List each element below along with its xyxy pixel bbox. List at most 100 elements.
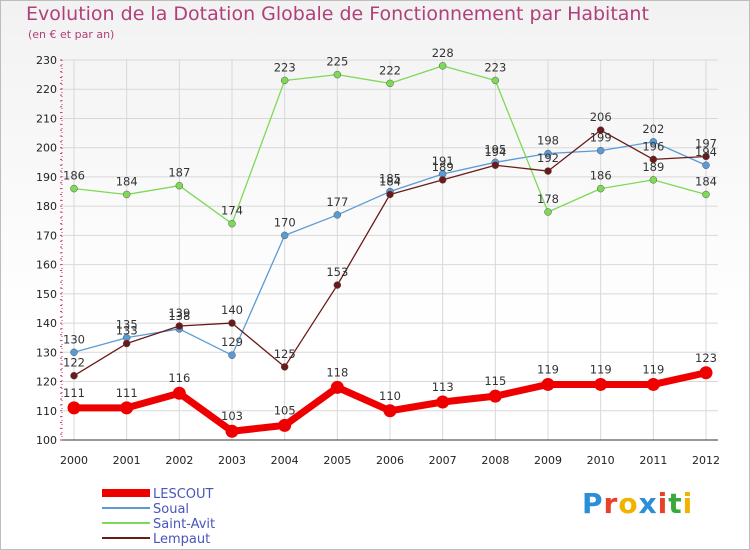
data-label: 119 xyxy=(537,362,559,376)
data-label: 228 xyxy=(432,46,454,60)
data-label: 191 xyxy=(432,154,454,168)
data-label: 138 xyxy=(168,309,190,323)
y-tick-label: 210 xyxy=(36,112,57,125)
data-point xyxy=(225,424,239,438)
legend-label: Lempaut xyxy=(153,532,210,547)
data-point xyxy=(544,167,552,175)
data-point xyxy=(330,380,344,394)
data-label: 184 xyxy=(695,174,717,188)
y-tick-label: 200 xyxy=(36,142,57,155)
data-point xyxy=(333,70,342,79)
data-point xyxy=(438,62,447,70)
data-point xyxy=(175,181,184,190)
logo-letter: t xyxy=(668,487,683,520)
series-lines xyxy=(67,62,713,438)
data-point xyxy=(228,319,236,327)
data-point xyxy=(491,76,500,85)
y-tick-label: 120 xyxy=(36,376,57,389)
data-label: 195 xyxy=(484,142,506,156)
data-point xyxy=(70,348,78,357)
x-tick-label: 2002 xyxy=(165,454,193,467)
data-label: 105 xyxy=(274,403,296,417)
x-tick-label: 2003 xyxy=(218,454,246,467)
data-point xyxy=(596,126,605,134)
data-point xyxy=(280,76,289,85)
y-tick-label: 110 xyxy=(36,405,57,418)
data-label: 111 xyxy=(116,386,138,400)
data-point xyxy=(649,155,658,164)
data-label: 110 xyxy=(379,389,401,403)
data-point xyxy=(699,366,713,380)
data-label: 225 xyxy=(326,55,348,69)
data-label: 130 xyxy=(63,332,85,346)
data-point xyxy=(702,152,710,161)
data-label: 186 xyxy=(590,169,612,183)
data-point xyxy=(172,386,186,400)
data-label: 185 xyxy=(379,172,401,186)
legend-label: Saint-Avit xyxy=(153,517,215,532)
logo-letter: x xyxy=(638,487,658,520)
data-label: 184 xyxy=(379,174,401,188)
data-label: 116 xyxy=(168,371,190,385)
data-label: 119 xyxy=(642,362,664,376)
data-point xyxy=(120,401,134,415)
legend-label: Soual xyxy=(153,502,189,517)
data-label: 174 xyxy=(221,204,243,218)
x-tick-label: 2006 xyxy=(376,454,404,467)
logo-letter: P xyxy=(582,487,604,520)
data-label: 133 xyxy=(116,324,138,338)
data-point xyxy=(122,339,131,348)
data-label: 135 xyxy=(116,318,138,332)
data-point xyxy=(596,184,605,193)
data-point xyxy=(544,208,552,216)
data-label: 202 xyxy=(642,122,664,136)
data-label: 118 xyxy=(326,365,348,379)
x-tick-label: 2008 xyxy=(481,454,509,467)
data-point xyxy=(122,190,131,199)
axes xyxy=(60,59,718,441)
y-tick-label: 220 xyxy=(36,83,57,96)
y-tick-label: 160 xyxy=(36,259,57,272)
logo-letter: o xyxy=(618,487,639,520)
data-label: 119 xyxy=(590,362,612,376)
y-axis-ticks: 100 110 120 130 140 150 160 170 180 190 200 210 220 2… xyxy=(36,54,57,447)
data-point xyxy=(649,138,658,146)
data-point xyxy=(436,395,450,409)
data-label: 223 xyxy=(484,60,506,74)
logo-letter: i xyxy=(657,487,669,520)
data-point xyxy=(438,176,447,184)
data-label: 113 xyxy=(432,380,454,394)
data-point xyxy=(333,281,342,289)
x-tick-label: 2007 xyxy=(429,454,457,467)
data-label: 189 xyxy=(432,160,454,174)
data-point xyxy=(646,377,660,391)
grid-lines xyxy=(62,59,718,441)
data-label: 140 xyxy=(221,303,243,317)
data-label: 170 xyxy=(274,215,296,229)
data-point xyxy=(383,404,397,418)
data-label: 196 xyxy=(642,139,664,153)
y-tick-label: 190 xyxy=(36,171,57,184)
y-tick-label: 230 xyxy=(36,54,57,67)
data-point xyxy=(702,161,710,169)
x-tick-label: 2010 xyxy=(587,454,615,467)
data-point xyxy=(70,371,78,380)
y-tick-label: 180 xyxy=(36,200,57,213)
data-point xyxy=(175,322,184,330)
data-label: 223 xyxy=(274,60,296,74)
data-point xyxy=(702,190,710,199)
data-label: 125 xyxy=(274,347,296,361)
data-label: 187 xyxy=(168,166,190,180)
data-point xyxy=(228,351,236,359)
proxiti-logo: Proxiti xyxy=(582,487,693,520)
x-tick-label: 2005 xyxy=(323,454,351,467)
data-label: 186 xyxy=(63,169,85,183)
data-label: 194 xyxy=(484,145,506,159)
y-tick-label: 140 xyxy=(36,317,57,330)
data-label: 222 xyxy=(379,63,401,77)
data-label: 111 xyxy=(63,386,85,400)
x-tick-label: 2004 xyxy=(271,454,299,467)
